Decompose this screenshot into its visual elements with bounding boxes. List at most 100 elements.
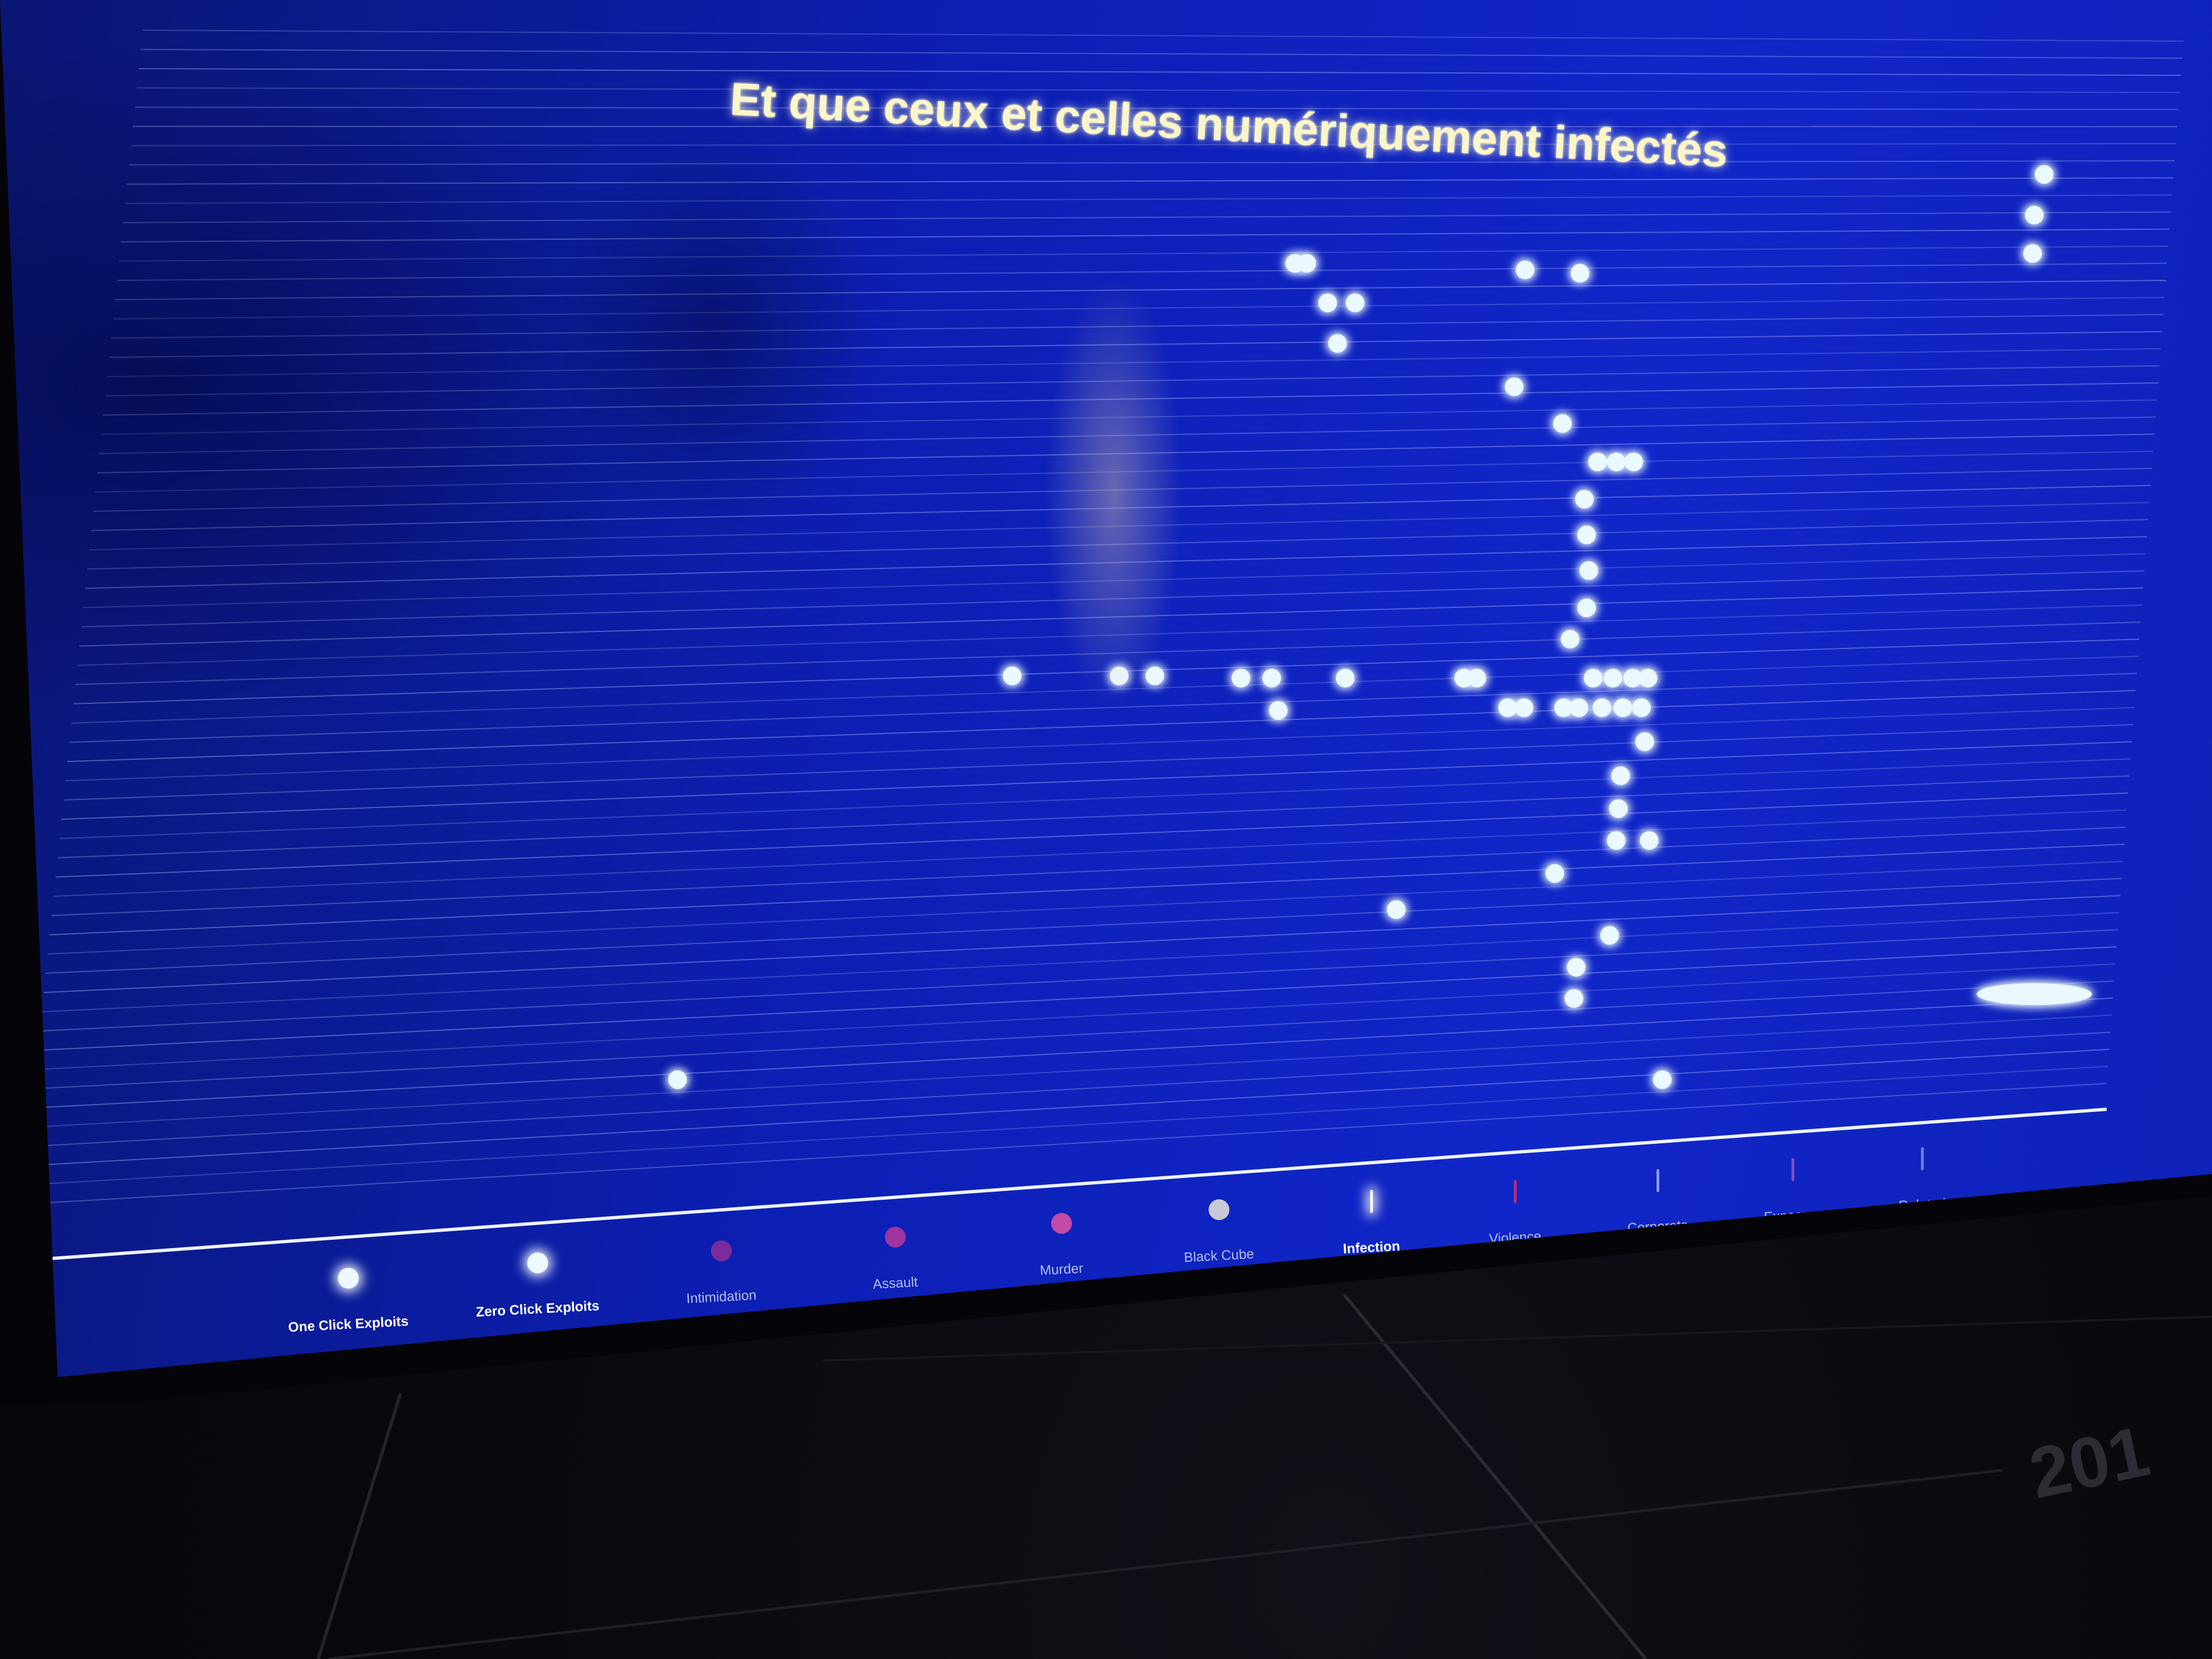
event-dot xyxy=(1516,261,1534,279)
event-dot xyxy=(2035,165,2053,184)
row-line xyxy=(63,724,2134,801)
row-line xyxy=(93,467,2152,512)
event-dot xyxy=(1328,334,1347,353)
row-line xyxy=(127,177,2174,185)
event-dot xyxy=(1607,453,1626,471)
event-dot xyxy=(1561,630,1579,648)
row-line xyxy=(55,792,2129,878)
row-line xyxy=(122,211,2171,223)
event-dot xyxy=(1593,698,1611,717)
row-line xyxy=(107,348,2161,377)
row-line xyxy=(83,553,2146,608)
event-dot xyxy=(1588,453,1607,471)
event-cluster xyxy=(1977,983,2092,1005)
row-line xyxy=(61,741,2132,820)
event-dot xyxy=(1336,669,1355,687)
event-dot xyxy=(1609,799,1628,818)
event-dot xyxy=(1639,669,1657,687)
row-line xyxy=(75,622,2141,685)
row-line xyxy=(52,826,2126,916)
legend-label: Black Cube xyxy=(1183,1246,1255,1266)
row-line xyxy=(101,399,2157,435)
row-line xyxy=(53,809,2127,897)
row-line xyxy=(112,297,2165,320)
event-dot xyxy=(1577,599,1596,617)
row-line xyxy=(105,365,2160,397)
event-dot xyxy=(1577,526,1596,544)
row-line xyxy=(97,433,2155,473)
row-line xyxy=(31,997,2113,1109)
legend-dot-icon xyxy=(338,1268,359,1289)
event-dot xyxy=(1454,669,1473,687)
legend[interactable]: One Click Exploits Zero Click Exploits Int… xyxy=(0,0,2212,1377)
row-line xyxy=(95,450,2153,493)
row-line xyxy=(73,639,2140,704)
legend-dot-icon xyxy=(1051,1213,1072,1234)
row-line xyxy=(125,194,2172,204)
event-dot xyxy=(1110,667,1128,685)
baseline xyxy=(43,1108,2107,1261)
event-dot xyxy=(1146,667,1164,685)
legend-tick-icon xyxy=(1514,1180,1517,1203)
row-lines xyxy=(21,30,2184,1205)
event-dot xyxy=(1318,294,1337,312)
row-line xyxy=(128,160,2175,166)
event-dot xyxy=(1613,698,1632,717)
event-dot xyxy=(1262,669,1281,687)
row-line xyxy=(26,1048,2109,1166)
event-dot xyxy=(1579,561,1598,580)
row-line xyxy=(81,570,2145,628)
event-dot xyxy=(2025,206,2044,224)
row-line xyxy=(27,1031,2111,1147)
event-dot xyxy=(1387,900,1406,919)
row-line xyxy=(33,980,2114,1090)
row-line xyxy=(87,519,2148,570)
row-line xyxy=(46,878,2122,974)
row-line xyxy=(91,484,2151,532)
event-dot xyxy=(1584,669,1602,687)
event-dot xyxy=(1515,698,1533,717)
row-line xyxy=(47,861,2123,955)
legend-label: Assault xyxy=(872,1274,918,1293)
event-dot xyxy=(1269,701,1288,720)
row-line xyxy=(40,929,2118,1032)
event-dot xyxy=(1554,698,1573,717)
row-line xyxy=(59,758,2131,839)
row-line xyxy=(42,912,2119,1013)
legend-label: Intimidation xyxy=(686,1287,757,1307)
row-line xyxy=(49,843,2125,935)
event-dot xyxy=(1607,831,1626,850)
row-line xyxy=(119,245,2169,262)
event-dot xyxy=(1468,669,1486,687)
row-line xyxy=(134,106,2179,110)
legend-tick-icon xyxy=(1921,1147,1924,1170)
event-dot xyxy=(1346,294,1364,312)
event-dot xyxy=(1498,698,1517,717)
row-line xyxy=(138,68,2181,76)
event-dot xyxy=(1232,669,1250,687)
row-line xyxy=(99,416,2156,454)
event-dot xyxy=(1567,958,1585,977)
row-line xyxy=(65,707,2135,782)
event-dot xyxy=(1575,490,1594,509)
legend-dot-icon xyxy=(885,1227,906,1248)
row-line xyxy=(69,673,2137,743)
row-line xyxy=(142,30,2184,42)
legend-tick-icon xyxy=(1791,1158,1795,1181)
row-line xyxy=(111,314,2164,339)
legend-label: Murder xyxy=(1039,1260,1084,1279)
row-line xyxy=(121,228,2170,242)
event-dot xyxy=(1003,667,1022,685)
event-dots xyxy=(668,165,2092,1089)
legend-dot-icon xyxy=(1209,1199,1229,1220)
row-line xyxy=(131,143,2176,146)
row-line xyxy=(24,1065,2108,1186)
event-dot xyxy=(1545,864,1564,883)
event-dot xyxy=(1505,377,1523,396)
row-line xyxy=(67,690,2136,763)
row-line xyxy=(140,49,2182,59)
row-line xyxy=(79,587,2143,647)
event-dot xyxy=(1611,766,1630,785)
monitor-screen: Et que ceux et celles numériquement infe… xyxy=(0,0,2212,1377)
